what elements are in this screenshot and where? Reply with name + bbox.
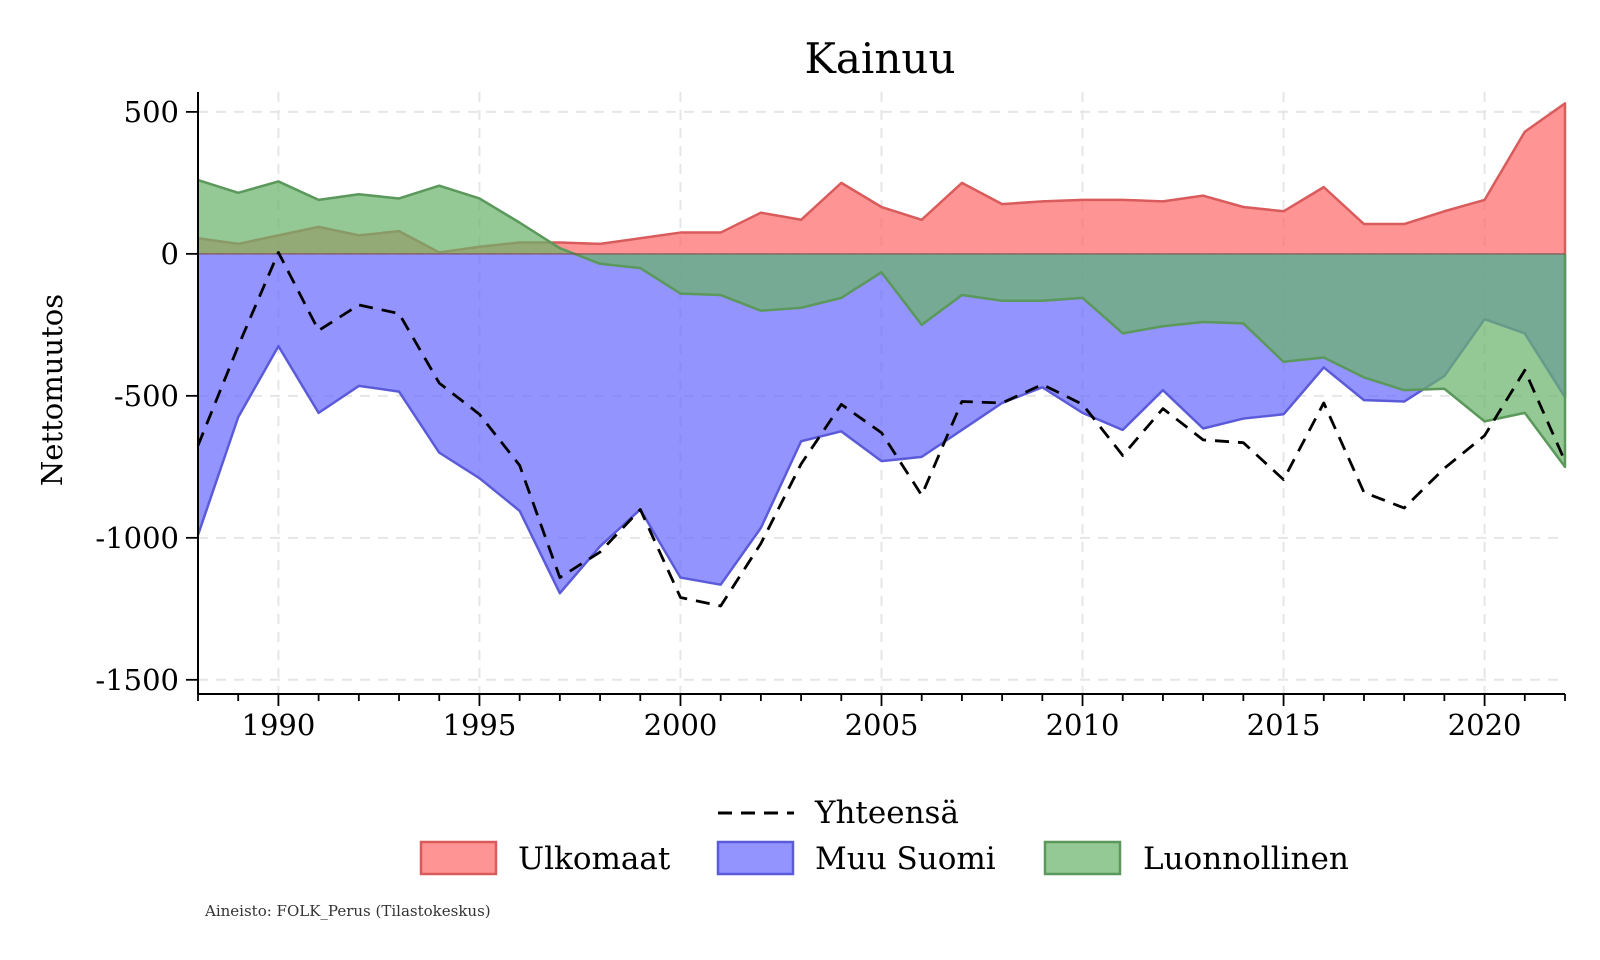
legend-swatch-muu-suomi bbox=[716, 840, 795, 876]
x-tick-label: 2020 bbox=[1448, 708, 1522, 742]
axes: 1990 1995 2000 2005 2010 2015 2020 500 0 -500 -100… bbox=[95, 92, 1566, 742]
x-tick-label: 2010 bbox=[1046, 708, 1120, 742]
area-edge-muu-suomi bbox=[196, 253, 1567, 595]
line-series bbox=[196, 251, 1567, 608]
legend-label-yhteensa: Yhteensä bbox=[814, 795, 959, 831]
y-tick-label: -1500 bbox=[95, 663, 179, 697]
area-edge-luonnollinen bbox=[197, 178, 1567, 469]
y-tick-label: 0 bbox=[161, 237, 179, 271]
y-axis-label: Nettomuutos bbox=[35, 294, 69, 486]
x-tick-label: 1990 bbox=[242, 708, 316, 742]
y-tick-label: -1000 bbox=[95, 521, 179, 555]
legend-label-luonnollinen: Luonnollinen bbox=[1143, 841, 1349, 877]
area-muu-suomi bbox=[198, 253, 1565, 594]
legend-label-muu-suomi: Muu Suomi bbox=[815, 841, 996, 877]
area-luonnollinen bbox=[198, 180, 1565, 467]
legend: Yhteensä Ulkomaat Muu Suomi Luonnollinen bbox=[419, 795, 1349, 877]
y-tick-label: 500 bbox=[124, 95, 179, 129]
legend-swatch-ulkomaat bbox=[419, 840, 498, 876]
y-tick-label: -500 bbox=[114, 379, 179, 413]
line-yhteensä bbox=[196, 251, 1567, 608]
legend-swatch-luonnollinen bbox=[1043, 840, 1122, 876]
chart-title: Kainuu bbox=[805, 34, 956, 83]
x-tick-label: 2000 bbox=[644, 708, 718, 742]
x-tick-label: 2015 bbox=[1247, 708, 1321, 742]
x-tick-label: 2005 bbox=[845, 708, 919, 742]
area-series bbox=[196, 102, 1567, 595]
x-tick-label: 1995 bbox=[443, 708, 517, 742]
area-ulkomaat bbox=[198, 103, 1565, 254]
legend-label-ulkomaat: Ulkomaat bbox=[518, 841, 671, 877]
source-note: Aineisto: FOLK_Perus (Tilastokeskus) bbox=[205, 902, 491, 920]
